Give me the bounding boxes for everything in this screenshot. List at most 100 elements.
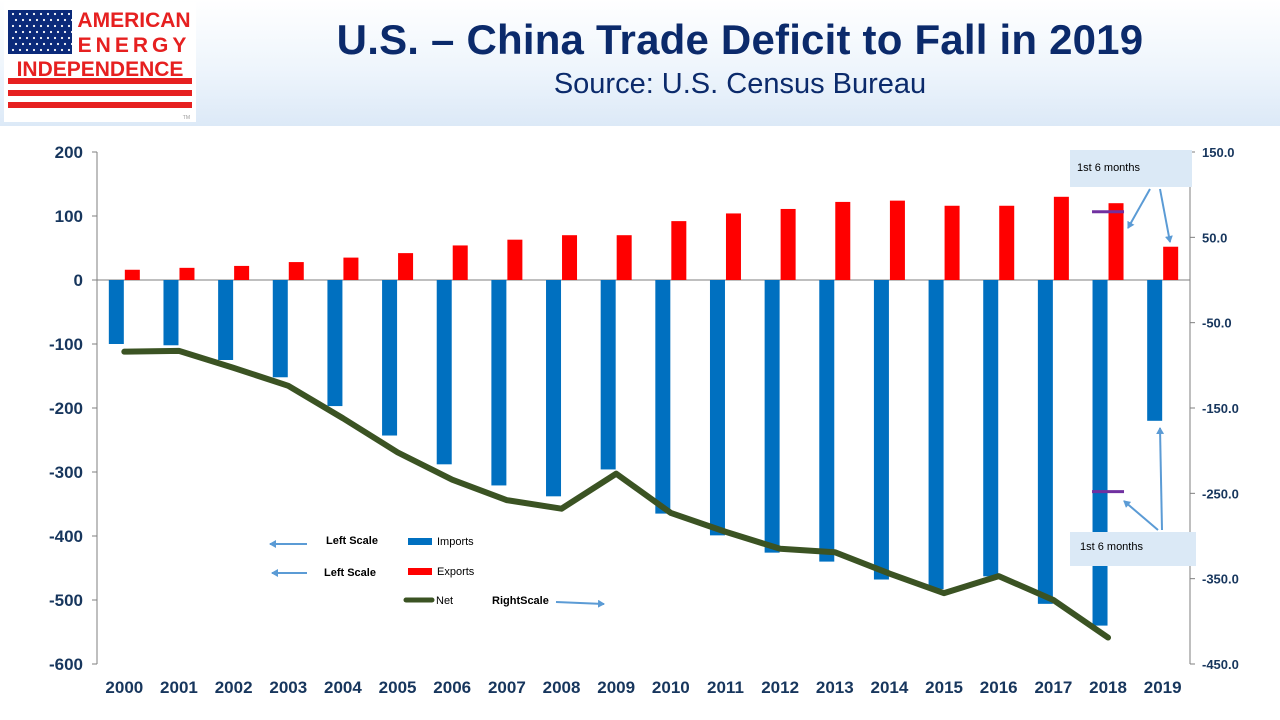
logo-star-icon [25,12,29,16]
annotation-top-box [1070,150,1192,187]
year-label: 2003 [269,678,307,697]
left-tick-label: -500 [49,591,83,610]
logo-star-icon [39,48,43,52]
exports-bar [398,253,414,280]
arrow-to-2018-net-marker [1123,500,1159,531]
exports-bar [234,265,250,280]
imports-bar [108,280,124,344]
logo-star-icon [53,12,57,16]
exports-bar [725,213,741,280]
logo-star-icon [60,36,64,40]
logo-star-icon [25,36,29,40]
logo-star-icon [42,42,46,46]
imports-bar [819,280,835,562]
imports-bar [218,280,234,360]
right-tick-label: -350.0 [1202,572,1239,587]
year-label: 2006 [433,678,471,697]
year-label: 2012 [761,678,799,697]
logo-star-icon [67,36,71,40]
logo-star-icon [67,48,71,52]
logo-star-icon [60,24,64,28]
logo-star-icon [46,12,50,16]
logo-star-icon [63,18,67,22]
imports-bar [928,280,944,590]
imports-bar [546,280,562,497]
logo-star-icon [32,48,36,52]
exports-bar [1053,196,1069,280]
exports-bar [999,205,1015,280]
right-tick-label: 50.0 [1202,230,1227,245]
annotation-bottom: 1st 6 months [1070,532,1196,566]
logo-star-icon [35,30,39,34]
left-tick-label: -600 [49,655,83,674]
imports-bar [272,280,288,378]
logo-star-icon [39,12,43,16]
year-label: 2007 [488,678,526,697]
year-label: 2010 [652,678,690,697]
logo-star-icon [46,24,50,28]
exports-bar [179,267,195,280]
imports-bar [382,280,398,436]
logo-star-icon [42,18,46,22]
imports-bar [600,280,616,470]
logo-star-icon [60,48,64,52]
logo-star-icon [14,18,18,22]
imports-bar [709,280,725,536]
logo-star-icon [11,12,15,16]
chart-markers [1092,210,1125,494]
logo-star-icon [56,30,60,34]
logo-star-icon [21,30,25,34]
logo-star-icon [46,48,50,52]
exports-bar [507,239,523,280]
american-flag-logo-icon: AMERICAN ENERGY INDEPENDENCE TM [8,9,192,121]
page-subtitle: Source: U.S. Census Bureau [553,68,927,100]
logo-star-icon [53,36,57,40]
imports-bar [655,280,671,514]
imports-bar [436,280,452,465]
imports-bar [1147,280,1163,421]
annotation-bottom-box [1070,532,1196,566]
right-tick-label: 150.0 [1202,145,1235,160]
left-tick-label: 0 [74,271,83,290]
logo-star-icon [70,18,74,22]
logo-star-icon [39,36,43,40]
logo-star-icon [25,24,29,28]
right-tick-label: -250.0 [1202,486,1239,501]
exports-bar [835,201,851,280]
logo-trademark: TM [183,115,190,121]
logo-star-icon [28,18,32,22]
logo: AMERICAN ENERGY INDEPENDENCE TM [4,2,196,122]
imports-bar [163,280,179,346]
year-label: 2001 [160,678,198,697]
left-tick-label: 200 [55,143,83,162]
logo-star-icon [56,18,60,22]
logo-star-icon [25,48,29,52]
header-banner: AMERICAN ENERGY INDEPENDENCE TM U.S. – C… [0,0,1280,126]
imports-bar [983,280,999,577]
exports-bar [616,235,632,280]
exports-bar [780,208,796,280]
logo-star-icon [67,24,71,28]
logo-star-icon [53,48,57,52]
exports-bar [671,221,687,280]
exports-bar [343,257,359,280]
left-tick-label: 100 [55,207,83,226]
year-label: 2004 [324,678,362,697]
left-tick-label: -200 [49,399,83,418]
chart-net-line [121,347,1112,641]
logo-line-1: AMERICAN [77,9,190,32]
exports-bar [889,200,905,280]
exports-bar [124,269,140,280]
year-label: 2011 [707,678,744,697]
legend-imports-label: Imports [437,536,474,548]
logo-star-icon [60,12,64,16]
logo-star-icon [39,24,43,28]
logo-star-icon [18,24,22,28]
year-label: 2015 [925,678,963,697]
exports-bar [1108,203,1124,280]
year-label: 2019 [1144,678,1182,697]
logo-star-icon [11,48,15,52]
chart-bars [108,196,1179,626]
net-line [121,347,1112,641]
logo-star-icon [35,42,39,46]
